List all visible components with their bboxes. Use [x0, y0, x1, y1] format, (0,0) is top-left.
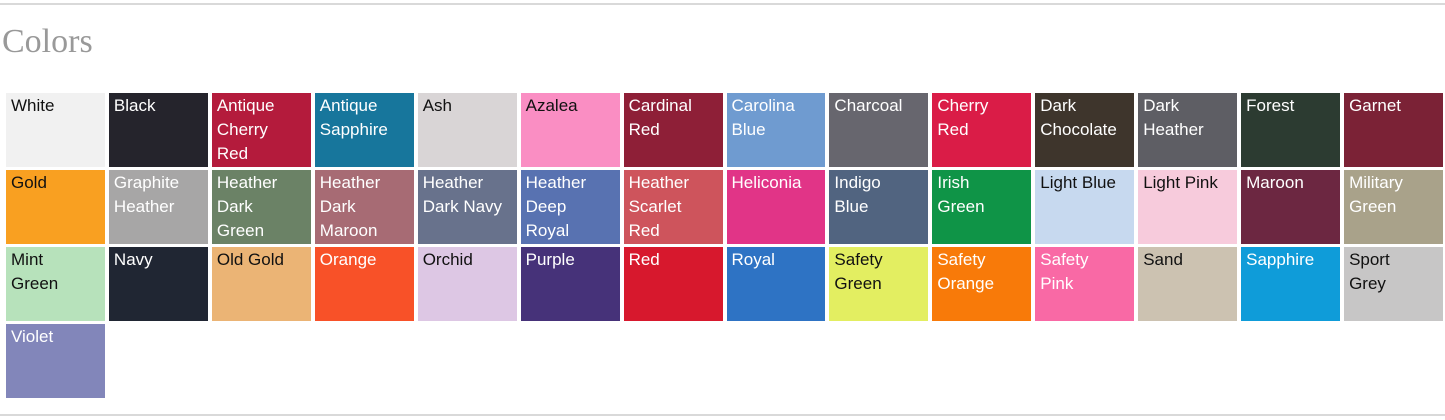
color-swatch-mint-green: Mint Green [6, 247, 105, 321]
color-swatch-label: Black [113, 96, 156, 115]
color-swatch-label: Heather Dark Maroon [319, 173, 381, 240]
color-swatch-label: Navy [113, 250, 153, 269]
color-swatch-gold: Gold [6, 170, 105, 244]
color-swatch-orchid: Orchid [417, 247, 517, 321]
color-swatch-white: White [6, 93, 105, 167]
color-swatch-label: Charcoal [834, 96, 903, 115]
color-swatch-label: Light Blue [1040, 173, 1116, 192]
color-swatch-forest: Forest [1241, 93, 1341, 167]
color-swatch-label: Mint Green [11, 250, 59, 293]
color-swatch-label: Heather Dark Navy [422, 173, 503, 216]
color-swatch-military-green: Military Green [1344, 170, 1443, 244]
bottom-divider [0, 414, 1445, 416]
color-swatch-label: Red [628, 250, 660, 269]
color-swatch-navy: Navy [108, 247, 208, 321]
color-swatch-label: Sport Grey [1349, 250, 1390, 293]
color-swatch-label: Safety Pink [1040, 250, 1089, 293]
color-swatch-label: Orange [319, 250, 377, 269]
color-swatch-heather-deep-royal: Heather Deep Royal [520, 170, 620, 244]
color-swatch-dark-chocolate: Dark Chocolate [1035, 93, 1135, 167]
color-swatch-sand: Sand [1138, 247, 1238, 321]
top-divider [0, 3, 1445, 5]
color-swatch-violet: Violet [6, 324, 105, 398]
color-swatch-black: Black [108, 93, 208, 167]
color-swatch-heliconia: Heliconia [726, 170, 826, 244]
color-swatch-label: Purple [525, 250, 575, 269]
color-swatch-label: Graphite Heather [113, 173, 180, 216]
color-swatch-label: Sand [1143, 250, 1183, 269]
color-swatch-label: Heather Dark Green [216, 173, 278, 240]
color-swatch-label: Gold [11, 173, 47, 192]
color-swatch-label: Forest [1246, 96, 1295, 115]
color-swatch-label: Heather Scarlet Red [628, 173, 690, 240]
color-swatch-label: Orchid [422, 250, 473, 269]
color-swatch-label: Antique Sapphire [319, 96, 388, 139]
color-swatch-dark-heather: Dark Heather [1138, 93, 1238, 167]
color-swatch-label: Heliconia [731, 173, 802, 192]
color-swatch-label: Carolina Blue [731, 96, 795, 139]
color-swatch-antique-sapphire: Antique Sapphire [314, 93, 414, 167]
color-swatch-heather-dark-navy: Heather Dark Navy [417, 170, 517, 244]
colors-section-title: Colors [2, 23, 93, 60]
color-swatch-label: Sapphire [1246, 250, 1315, 269]
color-swatch-charcoal: Charcoal [829, 93, 929, 167]
color-swatch-label: Military Green [1349, 173, 1403, 216]
color-swatch-label: Old Gold [216, 250, 284, 269]
color-swatch-light-pink: Light Pink [1138, 170, 1238, 244]
color-swatch-label: Maroon [1246, 173, 1304, 192]
color-swatch-azalea: Azalea [520, 93, 620, 167]
color-swatch-cherry-red: Cherry Red [932, 93, 1032, 167]
color-swatch-label: Irish Green [937, 173, 985, 216]
color-swatch-indigo-blue: Indigo Blue [829, 170, 929, 244]
color-swatch-ash: Ash [417, 93, 517, 167]
color-swatch-cardinal-red: Cardinal Red [623, 93, 723, 167]
color-swatch-garnet: Garnet [1344, 93, 1443, 167]
color-swatch-label: Heather Deep Royal [525, 173, 587, 240]
color-swatch-royal: Royal [726, 247, 826, 321]
color-swatch-label: Royal [731, 250, 775, 269]
color-swatch-red: Red [623, 247, 723, 321]
color-swatch-heather-dark-maroon: Heather Dark Maroon [314, 170, 414, 244]
color-swatch-label: Violet [11, 327, 54, 346]
color-swatch-maroon: Maroon [1241, 170, 1341, 244]
color-swatch-carolina-blue: Carolina Blue [726, 93, 826, 167]
color-swatch-safety-pink: Safety Pink [1035, 247, 1135, 321]
color-swatch-safety-orange: Safety Orange [932, 247, 1032, 321]
color-swatch-heather-scarlet-red: Heather Scarlet Red [623, 170, 723, 244]
color-swatch-label: Garnet [1349, 96, 1402, 115]
color-swatch-antique-cherry-red: Antique Cherry Red [211, 93, 311, 167]
color-swatch-label: Azalea [525, 96, 578, 115]
color-swatch-safety-green: Safety Green [829, 247, 929, 321]
color-swatch-label: Safety Orange [937, 250, 995, 293]
color-swatch-label: Dark Heather [1143, 96, 1204, 139]
color-swatch-graphite-heather: Graphite Heather [108, 170, 208, 244]
color-swatch-label: White [11, 96, 55, 115]
color-swatch-sapphire: Sapphire [1241, 247, 1341, 321]
color-swatch-label: Light Pink [1143, 173, 1218, 192]
color-swatch-old-gold: Old Gold [211, 247, 311, 321]
color-swatch-irish-green: Irish Green [932, 170, 1032, 244]
color-swatch-label: Cherry Red [937, 96, 989, 139]
color-swatch-label: Antique Cherry Red [216, 96, 275, 163]
color-swatch-heather-dark-green: Heather Dark Green [211, 170, 311, 244]
color-swatch-label: Ash [422, 96, 452, 115]
color-swatch-label: Cardinal Red [628, 96, 692, 139]
color-swatch-sport-grey: Sport Grey [1344, 247, 1443, 321]
color-swatch-light-blue: Light Blue [1035, 170, 1135, 244]
color-swatch-orange: Orange [314, 247, 414, 321]
color-grid: White Black Antique Cherry Red Antique S… [6, 93, 1443, 398]
color-swatch-purple: Purple [520, 247, 620, 321]
color-swatch-label: Safety Green [834, 250, 883, 293]
color-swatch-label: Indigo Blue [834, 173, 881, 216]
color-swatch-label: Dark Chocolate [1040, 96, 1117, 139]
